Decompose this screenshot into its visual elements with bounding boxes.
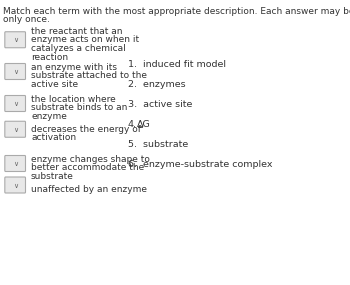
Text: decreases the energy of: decreases the energy of (31, 125, 141, 134)
Text: unaffected by an enzyme: unaffected by an enzyme (31, 185, 147, 194)
Text: activation: activation (31, 133, 76, 142)
Text: ∨: ∨ (13, 161, 18, 167)
Text: 4.: 4. (127, 120, 136, 129)
Text: reaction: reaction (31, 52, 68, 62)
Text: substrate: substrate (31, 172, 74, 181)
Text: 5.  substrate: 5. substrate (127, 140, 188, 149)
FancyBboxPatch shape (5, 64, 26, 80)
Text: substrate attached to the: substrate attached to the (31, 72, 147, 80)
FancyBboxPatch shape (5, 177, 26, 193)
Text: the location where: the location where (31, 95, 116, 104)
Text: ∨: ∨ (13, 101, 18, 107)
FancyBboxPatch shape (5, 95, 26, 111)
FancyBboxPatch shape (5, 156, 26, 172)
Text: ΔG: ΔG (137, 120, 151, 129)
Text: catalyzes a chemical: catalyzes a chemical (31, 44, 126, 53)
Text: the reactant that an: the reactant that an (31, 27, 122, 36)
Text: enzyme: enzyme (31, 112, 67, 121)
Text: ∨: ∨ (13, 37, 18, 43)
Text: enzyme acts on when it: enzyme acts on when it (31, 36, 139, 44)
Text: 2.  enzymes: 2. enzymes (127, 80, 185, 89)
Text: 1.  induced fit model: 1. induced fit model (127, 60, 225, 69)
FancyBboxPatch shape (5, 121, 26, 137)
Text: substrate binds to an: substrate binds to an (31, 103, 127, 113)
Text: active site: active site (31, 80, 78, 89)
Text: better accommodate the: better accommodate the (31, 164, 144, 172)
Text: 3.  active site: 3. active site (127, 100, 192, 109)
FancyBboxPatch shape (5, 32, 26, 48)
Text: enzyme changes shape to: enzyme changes shape to (31, 155, 150, 164)
Text: ∨: ∨ (13, 182, 18, 188)
Text: ∨: ∨ (13, 69, 18, 75)
Text: Match each term with the most appropriate description. Each answer may be used: Match each term with the most appropriat… (4, 7, 350, 16)
Text: an enzyme with its: an enzyme with its (31, 63, 117, 72)
Text: ∨: ∨ (13, 127, 18, 133)
Text: only once.: only once. (4, 15, 50, 24)
Text: 6.  enzyme-substrate complex: 6. enzyme-substrate complex (127, 160, 272, 169)
